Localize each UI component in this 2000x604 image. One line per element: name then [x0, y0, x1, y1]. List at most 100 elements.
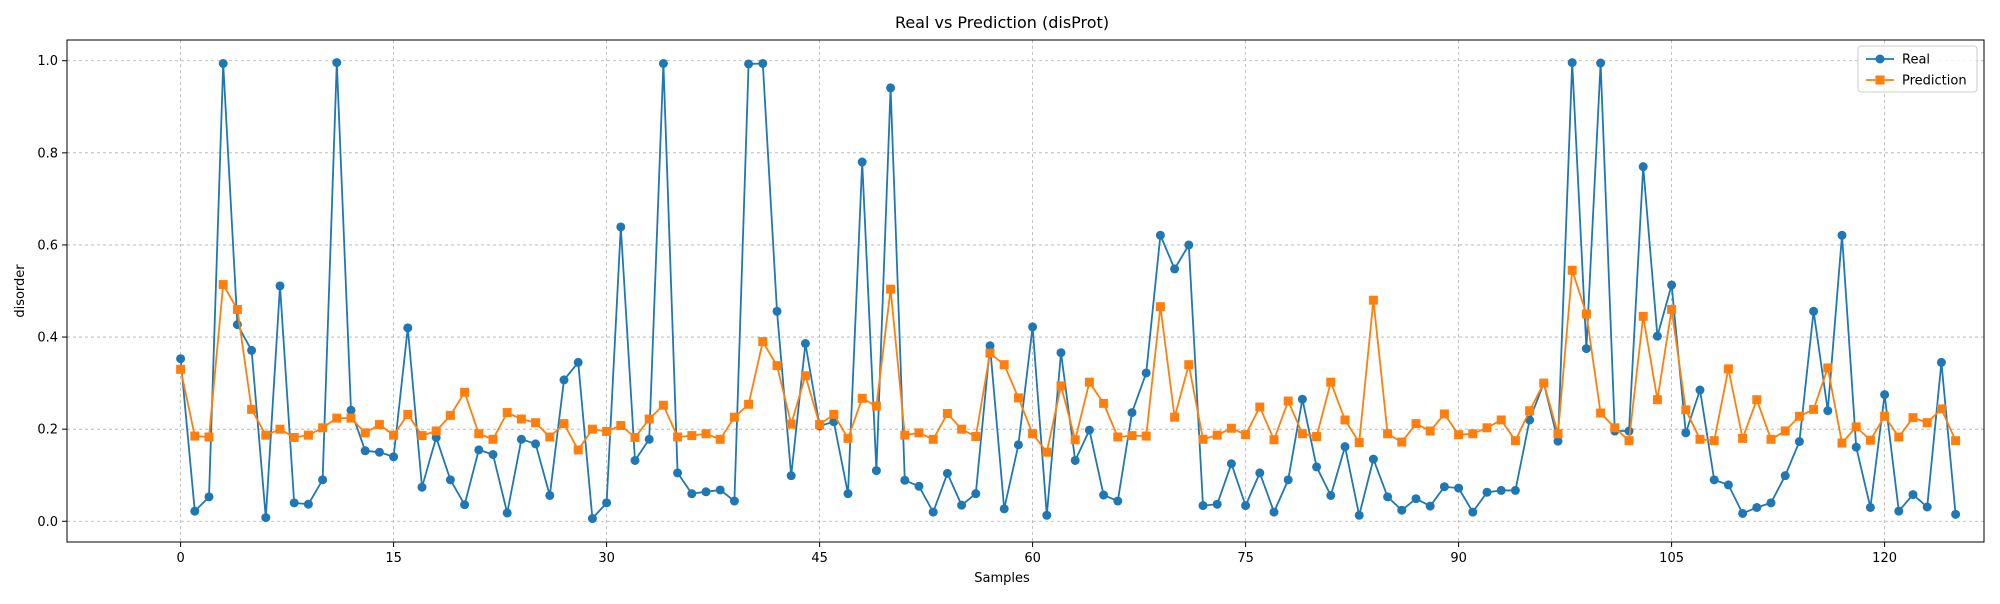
data-point-real — [1809, 306, 1819, 316]
data-point-prediction — [1184, 360, 1194, 370]
data-point-prediction — [1397, 437, 1407, 447]
legend-marker — [1875, 75, 1885, 85]
data-point-prediction — [985, 348, 995, 358]
data-point-prediction — [445, 410, 455, 420]
ticks: 0 15 30 45 60 75 90 105 120 0.0 0.2 0.4 0.6 0.8 1.0 — [37, 54, 1897, 566]
data-point-real — [1212, 499, 1222, 509]
data-point-prediction — [886, 284, 896, 294]
data-point-prediction — [1553, 429, 1563, 439]
data-point-prediction — [559, 419, 569, 429]
data-point-real — [1525, 415, 1535, 425]
data-point-real — [1283, 475, 1293, 485]
data-point-real — [1667, 280, 1677, 290]
data-point-prediction — [403, 409, 413, 419]
chart-title: Real vs Prediction (disProt) — [895, 13, 1109, 32]
data-point-prediction — [1510, 436, 1520, 446]
data-point-prediction — [303, 430, 313, 440]
data-point-real — [531, 439, 541, 449]
data-point-real — [1368, 454, 1378, 464]
data-point-prediction — [516, 414, 526, 424]
data-point-prediction — [1823, 363, 1833, 373]
data-point-prediction — [1681, 405, 1691, 415]
data-point-prediction — [218, 280, 228, 290]
data-point-real — [673, 468, 683, 478]
data-point-real — [1383, 492, 1393, 502]
series-layer — [176, 58, 1961, 524]
data-point-real — [1241, 501, 1251, 511]
data-point-prediction — [431, 426, 441, 436]
data-point-real — [1894, 506, 1904, 516]
data-point-prediction — [1383, 429, 1393, 439]
data-point-real — [1269, 507, 1279, 517]
data-point-prediction — [1084, 377, 1094, 387]
data-point-prediction — [829, 409, 839, 419]
data-point-real — [1596, 58, 1606, 68]
data-point-real — [516, 434, 526, 444]
data-point-prediction — [1539, 378, 1549, 388]
data-point-prediction — [715, 434, 725, 444]
data-point-real — [701, 487, 711, 497]
data-point-prediction — [1312, 432, 1322, 442]
data-point-prediction — [1155, 302, 1165, 312]
data-point-real — [1837, 230, 1847, 240]
x-tick-label: 120 — [1872, 551, 1897, 566]
data-point-prediction — [914, 428, 924, 438]
data-point-real — [1752, 502, 1762, 512]
data-point-real — [1084, 425, 1094, 435]
data-point-prediction — [502, 408, 512, 418]
data-point-prediction — [1340, 415, 1350, 425]
data-point-prediction — [786, 419, 796, 429]
data-point-prediction — [318, 423, 328, 433]
data-point-prediction — [687, 431, 697, 441]
y-axis-label: disorder — [13, 264, 28, 318]
data-point-prediction — [1936, 404, 1946, 414]
data-point-real — [1198, 501, 1208, 511]
data-point-real — [1908, 490, 1918, 500]
data-point-real — [1326, 490, 1336, 500]
data-point-real — [346, 405, 356, 415]
data-point-prediction — [1241, 430, 1251, 440]
data-point-real — [800, 339, 810, 349]
data-point-real — [1226, 459, 1236, 469]
data-point-real — [1922, 502, 1932, 512]
data-point-real — [1127, 408, 1137, 418]
data-point-prediction — [1013, 393, 1023, 403]
data-point-real — [275, 281, 285, 291]
data-point-prediction — [232, 304, 242, 314]
data-point-prediction — [1354, 438, 1364, 448]
series-line-prediction — [179, 269, 1957, 454]
y-tick-label: 0.2 — [37, 423, 58, 438]
data-point-real — [1468, 507, 1478, 517]
data-point-prediction — [1368, 295, 1378, 305]
data-point-real — [1581, 344, 1591, 354]
data-point-prediction — [289, 432, 299, 442]
legend-entry-prediction: Prediction — [1866, 74, 1967, 89]
data-point-prediction — [815, 420, 825, 430]
data-point-real — [602, 498, 612, 508]
data-point-prediction — [644, 414, 654, 424]
data-point-real — [1184, 240, 1194, 250]
legend-label: Real — [1902, 53, 1930, 68]
series-real — [176, 58, 1961, 524]
data-point-real — [587, 514, 597, 524]
x-tick-label: 90 — [1450, 551, 1467, 566]
data-point-real — [886, 83, 896, 93]
data-point-prediction — [1880, 411, 1890, 421]
data-point-prediction — [1951, 436, 1961, 446]
data-point-real — [957, 500, 967, 510]
data-point-real — [1766, 498, 1776, 508]
data-point-real — [644, 434, 654, 444]
series-line-real — [179, 61, 1957, 520]
data-point-real — [1553, 436, 1563, 446]
x-tick-label: 0 — [176, 551, 184, 566]
data-point-prediction — [871, 401, 881, 411]
data-point-real — [460, 500, 470, 510]
legend-label: Prediction — [1902, 74, 1967, 89]
data-point-real — [318, 475, 328, 485]
data-point-prediction — [1525, 406, 1535, 416]
y-tick-label: 0.4 — [37, 331, 58, 346]
data-point-real — [715, 485, 725, 495]
data-point-prediction — [573, 445, 583, 455]
data-point-prediction — [1794, 411, 1804, 421]
data-point-real — [871, 466, 881, 476]
